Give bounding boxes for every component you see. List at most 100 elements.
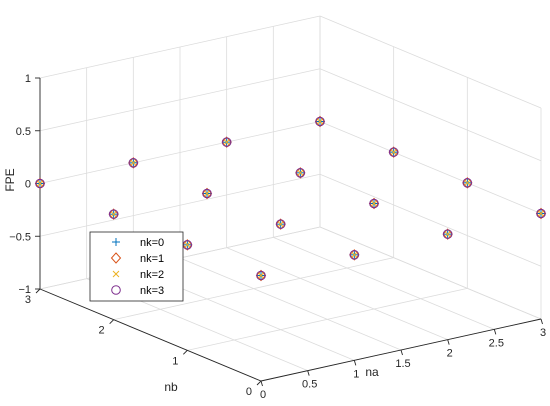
diamond-outline bbox=[255, 269, 267, 282]
x-stroke bbox=[36, 180, 44, 187]
data-point bbox=[368, 197, 380, 210]
marker-diamond bbox=[255, 269, 267, 282]
marker-circle bbox=[128, 158, 139, 168]
diamond-outline bbox=[201, 187, 213, 200]
x-stroke bbox=[370, 200, 378, 207]
floor-grid-line bbox=[113, 257, 394, 321]
marker-diamond bbox=[349, 249, 360, 261]
marker-x bbox=[112, 270, 120, 278]
y-tick-mark bbox=[183, 350, 188, 355]
marker-circle bbox=[221, 137, 232, 147]
data-point bbox=[275, 218, 286, 230]
y-tick-mark bbox=[109, 319, 114, 324]
legend-item: nk=2 bbox=[112, 269, 164, 281]
circle-outline bbox=[221, 137, 232, 147]
data-point bbox=[182, 239, 193, 251]
z-tick-label: −0.5 bbox=[9, 231, 31, 243]
diamond-outline bbox=[34, 177, 46, 190]
data-point bbox=[442, 228, 453, 240]
circle-outline bbox=[388, 147, 399, 157]
floor-grid-line bbox=[187, 287, 468, 351]
x-tick-mark bbox=[353, 360, 357, 366]
marker-x bbox=[316, 118, 324, 125]
marker-diamond bbox=[110, 252, 122, 264]
marker-circle bbox=[442, 229, 453, 239]
x-tick-mark bbox=[540, 318, 543, 325]
marker-diamond bbox=[442, 228, 453, 240]
y-tick-label: 2 bbox=[99, 325, 105, 337]
floor-grid-line bbox=[179, 257, 402, 351]
x-tick-label: 0.5 bbox=[302, 379, 317, 391]
marker-circle bbox=[295, 168, 306, 178]
marker-x bbox=[183, 241, 191, 249]
marker-circle bbox=[275, 219, 286, 229]
legend-item: nk=1 bbox=[110, 252, 164, 265]
z-axis-label: FPE bbox=[3, 168, 17, 191]
marker-x bbox=[277, 220, 285, 228]
data-point bbox=[108, 208, 119, 220]
y-tick-label: 0 bbox=[246, 386, 252, 398]
marker-circle bbox=[35, 178, 45, 189]
marker-circle bbox=[349, 250, 360, 260]
circle-outline bbox=[349, 250, 360, 260]
data-point bbox=[34, 177, 46, 190]
marker-x bbox=[463, 179, 471, 187]
right-wall-grid-line bbox=[319, 173, 542, 267]
z-tick-label: 0 bbox=[25, 179, 31, 191]
legend-label: nk=0 bbox=[140, 237, 164, 249]
right-wall-grid-line bbox=[319, 121, 542, 214]
marker-circle bbox=[108, 209, 119, 219]
floor-grid-line bbox=[226, 247, 448, 341]
legend-label: nk=3 bbox=[140, 285, 164, 297]
x-stroke bbox=[537, 210, 545, 217]
diamond-outline bbox=[128, 157, 139, 169]
back-wall-grid-line bbox=[39, 121, 321, 184]
diamond-outline bbox=[388, 146, 399, 158]
marker-diamond bbox=[462, 177, 473, 189]
data-point bbox=[535, 207, 547, 220]
x-tick-mark bbox=[400, 349, 403, 356]
marker-x bbox=[110, 210, 118, 218]
marker-x bbox=[223, 138, 231, 146]
right-wall-grid-line bbox=[319, 226, 542, 320]
y-tick-label: 3 bbox=[25, 294, 31, 306]
x-stroke bbox=[390, 148, 398, 156]
marker-x bbox=[390, 148, 398, 156]
marker-diamond bbox=[128, 157, 139, 169]
circle-outline bbox=[275, 219, 286, 229]
marker-x bbox=[296, 169, 304, 177]
floor-grid-line bbox=[273, 236, 495, 330]
marker-plus bbox=[112, 238, 120, 246]
marker-diamond bbox=[34, 177, 46, 190]
circle-outline bbox=[111, 285, 121, 295]
x-stroke bbox=[277, 220, 285, 228]
right-wall-grid-line bbox=[319, 68, 542, 162]
data-point bbox=[314, 115, 326, 128]
x-stroke bbox=[296, 169, 304, 177]
legend-box bbox=[89, 231, 184, 302]
circle-outline bbox=[256, 270, 266, 281]
marker-diamond bbox=[314, 115, 326, 128]
diamond-outline bbox=[108, 208, 119, 220]
legend-item: nk=3 bbox=[111, 285, 164, 297]
diamond-outline bbox=[314, 115, 326, 128]
marker-x bbox=[444, 230, 452, 238]
data-point bbox=[349, 249, 360, 261]
x-stroke bbox=[316, 118, 324, 125]
legend-label: nk=2 bbox=[140, 269, 164, 281]
x-stroke bbox=[183, 241, 191, 249]
diamond-outline bbox=[349, 249, 360, 261]
diamond-outline bbox=[275, 218, 286, 230]
x-stroke bbox=[112, 270, 120, 278]
marker-circle bbox=[256, 270, 266, 281]
data-point bbox=[221, 136, 232, 148]
x-tick-label: 1 bbox=[353, 368, 359, 380]
back-wall-grid-line bbox=[39, 15, 321, 79]
data-point bbox=[201, 187, 213, 200]
x-tick-mark bbox=[493, 329, 497, 335]
marker-diamond bbox=[108, 208, 119, 220]
x-stroke bbox=[444, 230, 452, 238]
marker-x bbox=[203, 190, 211, 197]
marker-diamond bbox=[201, 187, 213, 200]
